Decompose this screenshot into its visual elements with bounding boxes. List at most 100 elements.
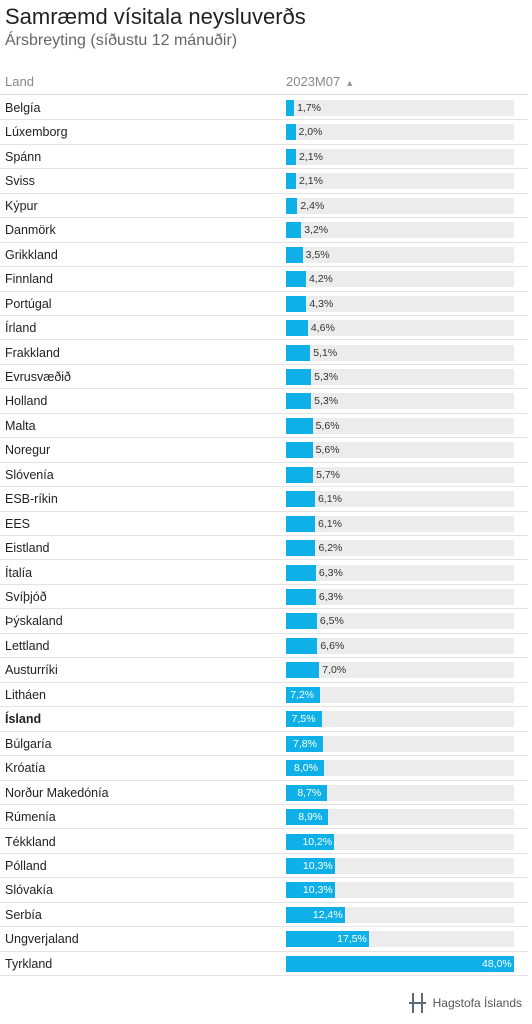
bar[interactable] [286, 686, 321, 703]
bar[interactable] [286, 882, 335, 899]
bar[interactable] [286, 662, 320, 679]
bar[interactable] [286, 540, 316, 557]
bar-track: 6,6% [286, 637, 514, 654]
bar-track: 5,6% [286, 442, 514, 459]
table-row[interactable]: Svíþjóð 6,3% [0, 585, 528, 610]
table-row[interactable]: Rúmenía 8,9% [0, 805, 528, 830]
row-label: Sviss [5, 174, 35, 189]
bar[interactable] [286, 100, 295, 116]
table-row[interactable]: Ítalía 6,3% [0, 561, 528, 585]
table-row[interactable]: Danmörk 3,2% [0, 218, 528, 243]
row-label: Finnland [5, 272, 53, 287]
table-row[interactable]: Evrusvæðið 5,3% [0, 365, 528, 390]
table-row[interactable]: Eistland 6,2% [0, 536, 528, 561]
column-header-2023m07[interactable]: 2023M07 ▲ [286, 74, 354, 89]
bar[interactable] [286, 955, 514, 972]
bar[interactable] [286, 320, 308, 337]
row-label: Eistland [5, 541, 50, 556]
table-row[interactable]: Þýskaland 6,5% [0, 609, 528, 634]
table-row[interactable]: ESB-ríkin 6,1% [0, 487, 528, 512]
bar[interactable] [286, 271, 306, 288]
data-label: 4,2% [308, 273, 333, 286]
table-row[interactable]: Holland 5,3% [0, 389, 528, 414]
bar-track: 2,0% [286, 124, 514, 141]
table-row[interactable]: Serbía 12,4% [0, 903, 528, 928]
bar[interactable] [286, 906, 345, 923]
table-row[interactable]: Lúxemborg 2,0% [0, 120, 528, 145]
bar[interactable] [286, 857, 335, 874]
bar[interactable] [286, 295, 307, 312]
table-row[interactable]: Tyrkland 48,0% [0, 952, 528, 977]
data-label: 6,1% [317, 493, 342, 506]
bar[interactable] [286, 760, 324, 777]
row-label: Króatía [5, 761, 46, 776]
data-label: 2,0% [298, 126, 323, 139]
bar-track: 6,1% [286, 491, 514, 508]
table-row[interactable]: Litháen 7,2% [0, 683, 528, 708]
table-row[interactable]: Króatía 8,0% [0, 756, 528, 781]
bar[interactable] [286, 368, 312, 385]
row-label: Norður Makedónía [5, 785, 109, 800]
bar[interactable] [286, 589, 316, 605]
bar[interactable] [286, 613, 317, 630]
bar-track: 5,7% [286, 466, 514, 483]
row-label: Grikkland [5, 247, 58, 262]
bar[interactable] [286, 393, 312, 410]
bar[interactable] [286, 491, 315, 508]
table-row[interactable]: Slóvenía 5,7% [0, 463, 528, 488]
table-row[interactable]: EES 6,1% [0, 512, 528, 537]
bar[interactable] [286, 931, 370, 948]
bar[interactable] [286, 417, 313, 434]
bar[interactable] [286, 809, 329, 826]
bar[interactable] [286, 515, 315, 532]
row-label: Lúxemborg [5, 125, 68, 140]
table-row[interactable]: Búlgaría 7,8% [0, 732, 528, 757]
bar[interactable] [286, 711, 322, 728]
hagstofa-logo[interactable]: Hagstofa Íslands [408, 992, 522, 1014]
bar[interactable] [286, 197, 298, 214]
row-label: Serbía [5, 907, 42, 922]
table-row[interactable]: Finnland 4,2% [0, 267, 528, 292]
table-row[interactable]: Grikkland 3,5% [0, 243, 528, 268]
sort-ascending-icon[interactable]: ▲ [345, 78, 355, 88]
table-row[interactable]: Pólland 10,3% [0, 854, 528, 879]
column-header-land[interactable]: Land [5, 74, 34, 89]
table-row[interactable]: Lettland 6,6% [0, 634, 528, 659]
bar[interactable] [286, 735, 324, 752]
table-row[interactable]: Norður Makedónía 8,7% [0, 781, 528, 805]
bar[interactable] [286, 466, 314, 483]
bar[interactable] [286, 148, 296, 165]
bar-track: 5,3% [286, 393, 514, 410]
table-row[interactable]: Ísland 7,5% [0, 707, 528, 732]
bar[interactable] [286, 173, 296, 190]
table-row[interactable]: Tékkland 10,2% [0, 830, 528, 854]
bar[interactable] [286, 564, 316, 581]
table-row[interactable]: Ungverjaland 17,5% [0, 927, 528, 952]
bar[interactable] [286, 124, 296, 141]
table-row[interactable]: Frakkland 5,1% [0, 341, 528, 365]
data-label: 10,3% [302, 859, 333, 872]
data-label: 6,2% [318, 542, 343, 555]
table-row[interactable]: Írland 4,6% [0, 316, 528, 341]
table-row[interactable]: Austurríki 7,0% [0, 658, 528, 683]
row-label: Írland [5, 321, 37, 336]
bar-track: 2,1% [286, 173, 514, 190]
bar[interactable] [286, 246, 303, 263]
bar[interactable] [286, 833, 335, 850]
bar-track: 6,5% [286, 613, 514, 630]
table-row[interactable]: Noregur 5,6% [0, 438, 528, 463]
table-row[interactable]: Belgía 1,7% [0, 96, 528, 121]
table-row[interactable]: Kýpur 2,4% [0, 194, 528, 219]
bar[interactable] [286, 637, 318, 654]
bar-track: 6,2% [286, 540, 514, 557]
bar[interactable] [286, 344, 311, 361]
table-row[interactable]: Sviss 2,1% [0, 169, 528, 194]
table-row[interactable]: Malta 5,6% [0, 414, 528, 439]
table-row[interactable]: Portúgal 4,3% [0, 292, 528, 316]
bar[interactable] [286, 222, 302, 239]
bar[interactable] [286, 442, 313, 459]
bar[interactable] [286, 784, 328, 801]
bar-track: 6,3% [286, 564, 514, 581]
table-row[interactable]: Slóvakía 10,3% [0, 878, 528, 903]
table-row[interactable]: Spánn 2,1% [0, 145, 528, 170]
